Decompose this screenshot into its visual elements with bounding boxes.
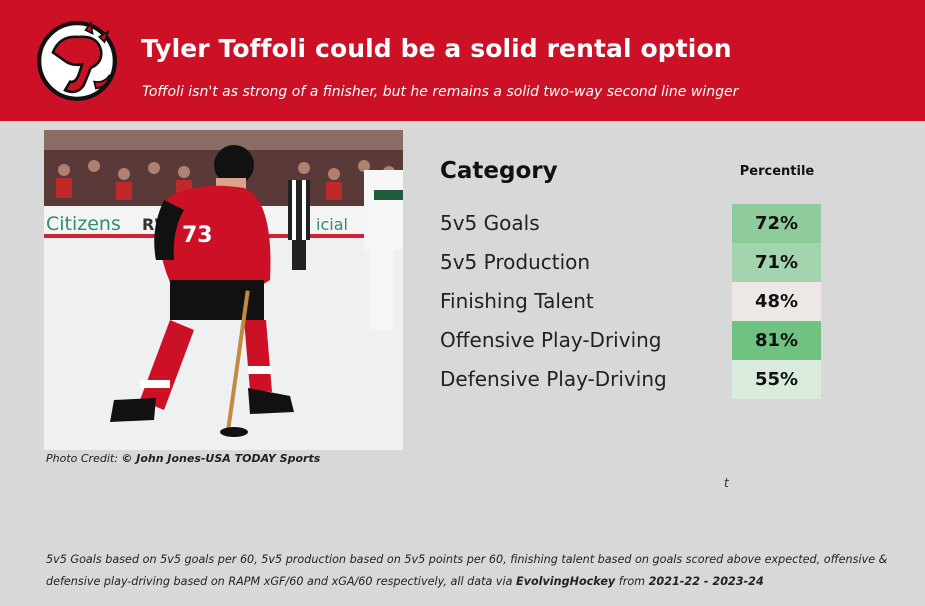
row-label: 5v5 Production (440, 250, 591, 274)
board-ad-official: icial (316, 215, 348, 234)
table-row: Offensive Play-Driving 81% (440, 321, 830, 360)
photo-credit-prefix: Photo Credit: (46, 452, 122, 465)
table-row: Finishing Talent 48% (440, 282, 830, 321)
board-ad-citizens: Citizens (46, 213, 121, 235)
row-label: 5v5 Goals (440, 211, 540, 235)
header-banner: Tyler Toffoli could be a solid rental op… (0, 0, 925, 121)
percentile-header: Percentile (739, 164, 815, 179)
photo-credit: Photo Credit: © John Jones-USA TODAY Spo… (46, 452, 320, 465)
percentile-cell: 48% (732, 282, 821, 321)
percentile-cell: 71% (732, 243, 821, 282)
row-label: Finishing Talent (440, 289, 594, 313)
table-row: 5v5 Goals 72% (440, 204, 830, 243)
page-title: Tyler Toffoli could be a solid rental op… (141, 34, 732, 63)
table-row: 5v5 Production 71% (440, 243, 830, 282)
photo-credit-name: © John Jones-USA TODAY Sports (121, 452, 321, 465)
footnote-text: 5v5 Goals based on 5v5 goals per 60, 5v5… (46, 553, 888, 588)
percentile-cell: 55% (732, 360, 821, 399)
table-row: Defensive Play-Driving 55% (440, 360, 830, 399)
percentile-cell: 81% (732, 321, 821, 360)
percentile-cell: 72% (732, 204, 821, 243)
footnote: 5v5 Goals based on 5v5 goals per 60, 5v5… (46, 549, 906, 593)
footnote-from: from (615, 575, 649, 588)
row-label: Offensive Play-Driving (440, 328, 662, 352)
devils-logo-icon (37, 21, 117, 101)
row-label: Defensive Play-Driving (440, 367, 667, 391)
stray-character: t (724, 476, 729, 490)
category-header: Category (440, 158, 558, 184)
page-subtitle: Toffoli isn't as strong of a finisher, b… (142, 84, 739, 100)
player-photo: Citizens RWJ icial 73 (44, 130, 403, 450)
footnote-source: EvolvingHockey (516, 575, 616, 588)
jersey-number: 73 (182, 223, 213, 248)
footnote-range: 2021-22 - 2023-24 (648, 575, 764, 588)
